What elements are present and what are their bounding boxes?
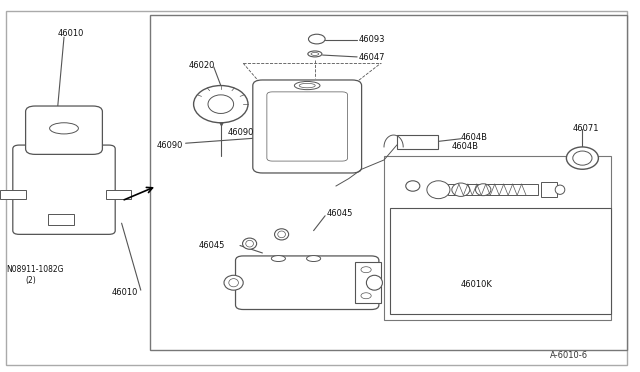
Text: 46010: 46010 [58,29,84,38]
Text: A-6010-6: A-6010-6 [550,351,589,360]
Bar [541,182,557,197]
Ellipse shape [311,52,319,55]
Ellipse shape [300,83,315,88]
Bar [0,190,26,199]
Ellipse shape [278,231,285,238]
Ellipse shape [427,181,450,199]
Circle shape [361,293,371,299]
Text: 46093: 46093 [358,35,385,44]
FancyBboxPatch shape [253,80,362,173]
Ellipse shape [566,147,598,169]
Bar [150,15,627,350]
Text: 46045: 46045 [326,209,353,218]
Text: 4604B: 4604B [451,142,478,151]
Ellipse shape [366,275,383,290]
Ellipse shape [294,81,320,90]
Bar [106,190,131,199]
Ellipse shape [50,123,79,134]
Bar [390,208,611,314]
FancyBboxPatch shape [267,92,348,161]
Ellipse shape [224,275,243,290]
Circle shape [308,34,325,44]
Text: N08911-1082G: N08911-1082G [6,265,64,274]
Text: 46010: 46010 [112,288,138,296]
Ellipse shape [193,86,248,123]
Ellipse shape [452,183,470,196]
Ellipse shape [406,181,420,191]
Bar [448,184,538,195]
Ellipse shape [275,229,289,240]
Text: (2): (2) [26,276,36,285]
FancyBboxPatch shape [13,145,115,234]
Ellipse shape [246,240,253,247]
Text: 46090: 46090 [157,141,183,150]
Ellipse shape [308,51,322,57]
Bar [397,135,438,149]
Text: 46071: 46071 [573,124,599,133]
Ellipse shape [556,185,564,195]
Ellipse shape [243,238,257,249]
Ellipse shape [573,151,592,165]
Text: 46047: 46047 [358,53,385,62]
FancyBboxPatch shape [26,106,102,154]
Bar [355,262,381,303]
Ellipse shape [229,279,239,287]
Bar [48,214,74,225]
Bar [384,156,611,320]
FancyBboxPatch shape [236,256,379,310]
Ellipse shape [271,256,285,262]
Ellipse shape [307,256,321,262]
Circle shape [361,267,371,273]
Text: 46020: 46020 [189,61,215,70]
Ellipse shape [208,95,234,113]
Text: 46010K: 46010K [461,280,493,289]
Text: 46090: 46090 [227,128,253,137]
Text: 46045: 46045 [198,241,225,250]
Ellipse shape [476,184,491,196]
Text: 4604B: 4604B [461,133,488,142]
